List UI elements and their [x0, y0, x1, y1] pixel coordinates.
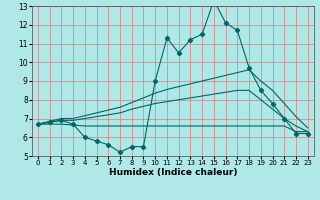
- X-axis label: Humidex (Indice chaleur): Humidex (Indice chaleur): [108, 168, 237, 177]
